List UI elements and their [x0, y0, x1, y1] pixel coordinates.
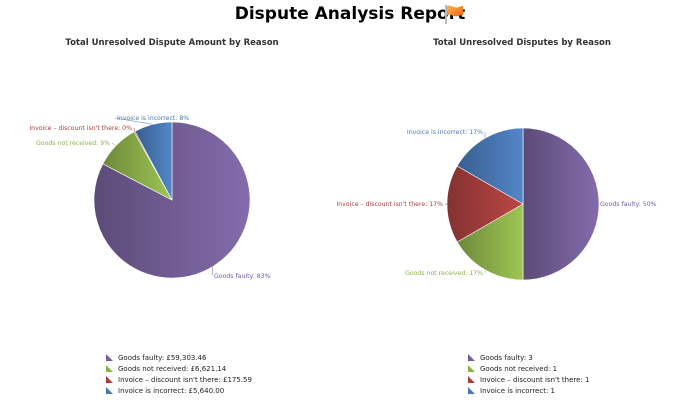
pie-slice-count-goods-not-received[interactable]	[456, 203, 524, 281]
report-title: Dispute Analysis Report	[234, 4, 466, 24]
legend-item-count-invoice-discount-isn-t-there[interactable]: Invoice – discount isn't there: 1	[468, 375, 589, 386]
pie-slice-count-goods-faulty[interactable]	[522, 127, 600, 281]
chart-title-count: Total Unresolved Disputes by Reason	[433, 38, 611, 48]
pie-label-count-invoice-is-incorrect: Invoice is incorrect: 17%	[407, 129, 483, 136]
legend-swatch-count-goods-faulty	[468, 354, 475, 361]
pie-slice-amount-invoice-is-incorrect[interactable]	[134, 121, 173, 201]
pie-label-count-invoice-discount-isn-t-there: Invoice – discount isn't there: 17%	[336, 201, 443, 208]
legend-swatch-count-invoice-discount-isn-t-there	[468, 376, 475, 383]
legend-swatch-amount-invoice-discount-isn-t-there	[106, 376, 113, 383]
legend-amount: Goods faulty: £59,303.46 Goods not receiv…	[106, 353, 252, 397]
legend-swatch-amount-invoice-is-incorrect	[106, 387, 113, 394]
legend-label-count-goods-faulty: Goods faulty: 3	[480, 354, 533, 362]
pie-slice-count-invoice-discount-isn-t-there[interactable]	[446, 165, 524, 243]
legend-item-count-invoice-is-incorrect[interactable]: Invoice is incorrect: 1	[468, 386, 589, 397]
pie-label-amount-invoice-is-incorrect: Invoice is incorrect: 8%	[117, 115, 189, 122]
pie-label-count-goods-not-received: Goods not received: 17%	[405, 270, 483, 277]
pie-label-amount-goods-not-received: Goods not received: 9%	[36, 140, 110, 147]
legend-swatch-amount-goods-not-received	[106, 365, 113, 372]
legend-item-amount-invoice-is-incorrect[interactable]: Invoice is incorrect: £5,640.00	[106, 386, 252, 397]
legend-item-count-goods-faulty[interactable]: Goods faulty: 3	[468, 353, 589, 364]
pie-chart-amount: Goods faulty: 83% Goods not received: 9% I…	[29, 115, 270, 280]
legend-label-count-invoice-discount-isn-t-there: Invoice – discount isn't there: 1	[480, 376, 590, 384]
legend-item-count-goods-not-received[interactable]: Goods not received: 1	[468, 364, 589, 375]
pie-connector-amount-goods-not-received	[111, 142, 117, 146]
legend-label-amount-goods-faulty: Goods faulty: £59,303.46	[118, 354, 207, 362]
legend-swatch-count-goods-not-received	[468, 365, 475, 372]
pie-connector-amount-invoice-is-incorrect	[114, 117, 153, 125]
legend-item-amount-goods-not-received[interactable]: Goods not received: £6,621.14	[106, 364, 252, 375]
legend-item-amount-invoice-discount-isn-t-there[interactable]: Invoice – discount isn't there: £175.59	[106, 375, 252, 386]
pie-chart-count: Goods faulty: 50% Goods not received: 17%…	[336, 127, 657, 281]
legend-count: Goods faulty: 3 Goods not received: 1 Invo…	[468, 353, 589, 397]
legend-label-amount-goods-not-received: Goods not received: £6,621.14	[118, 365, 227, 373]
legend-label-amount-invoice-is-incorrect: Invoice is incorrect: £5,640.00	[118, 387, 225, 395]
legend-label-count-invoice-is-incorrect: Invoice is incorrect: 1	[480, 387, 555, 395]
legend-label-amount-invoice-discount-isn-t-there: Invoice – discount isn't there: £175.59	[118, 376, 252, 384]
pie-label-amount-goods-faulty: Goods faulty: 83%	[214, 273, 271, 280]
pie-label-count-goods-faulty: Goods faulty: 50%	[600, 201, 657, 208]
pie-slice-count-invoice-is-incorrect[interactable]	[456, 127, 524, 205]
legend-item-amount-goods-faulty[interactable]: Goods faulty: £59,303.46	[106, 353, 252, 364]
legend-swatch-count-invoice-is-incorrect	[468, 387, 475, 394]
legend-swatch-amount-goods-faulty	[106, 354, 113, 361]
legend-label-count-goods-not-received: Goods not received: 1	[480, 365, 558, 373]
pie-label-amount-invoice-discount-isn-t-there: Invoice – discount isn't there: 0%	[29, 125, 132, 132]
flag-icon	[445, 5, 463, 24]
chart-title-amount: Total Unresolved Dispute Amount by Reaso…	[65, 38, 279, 48]
